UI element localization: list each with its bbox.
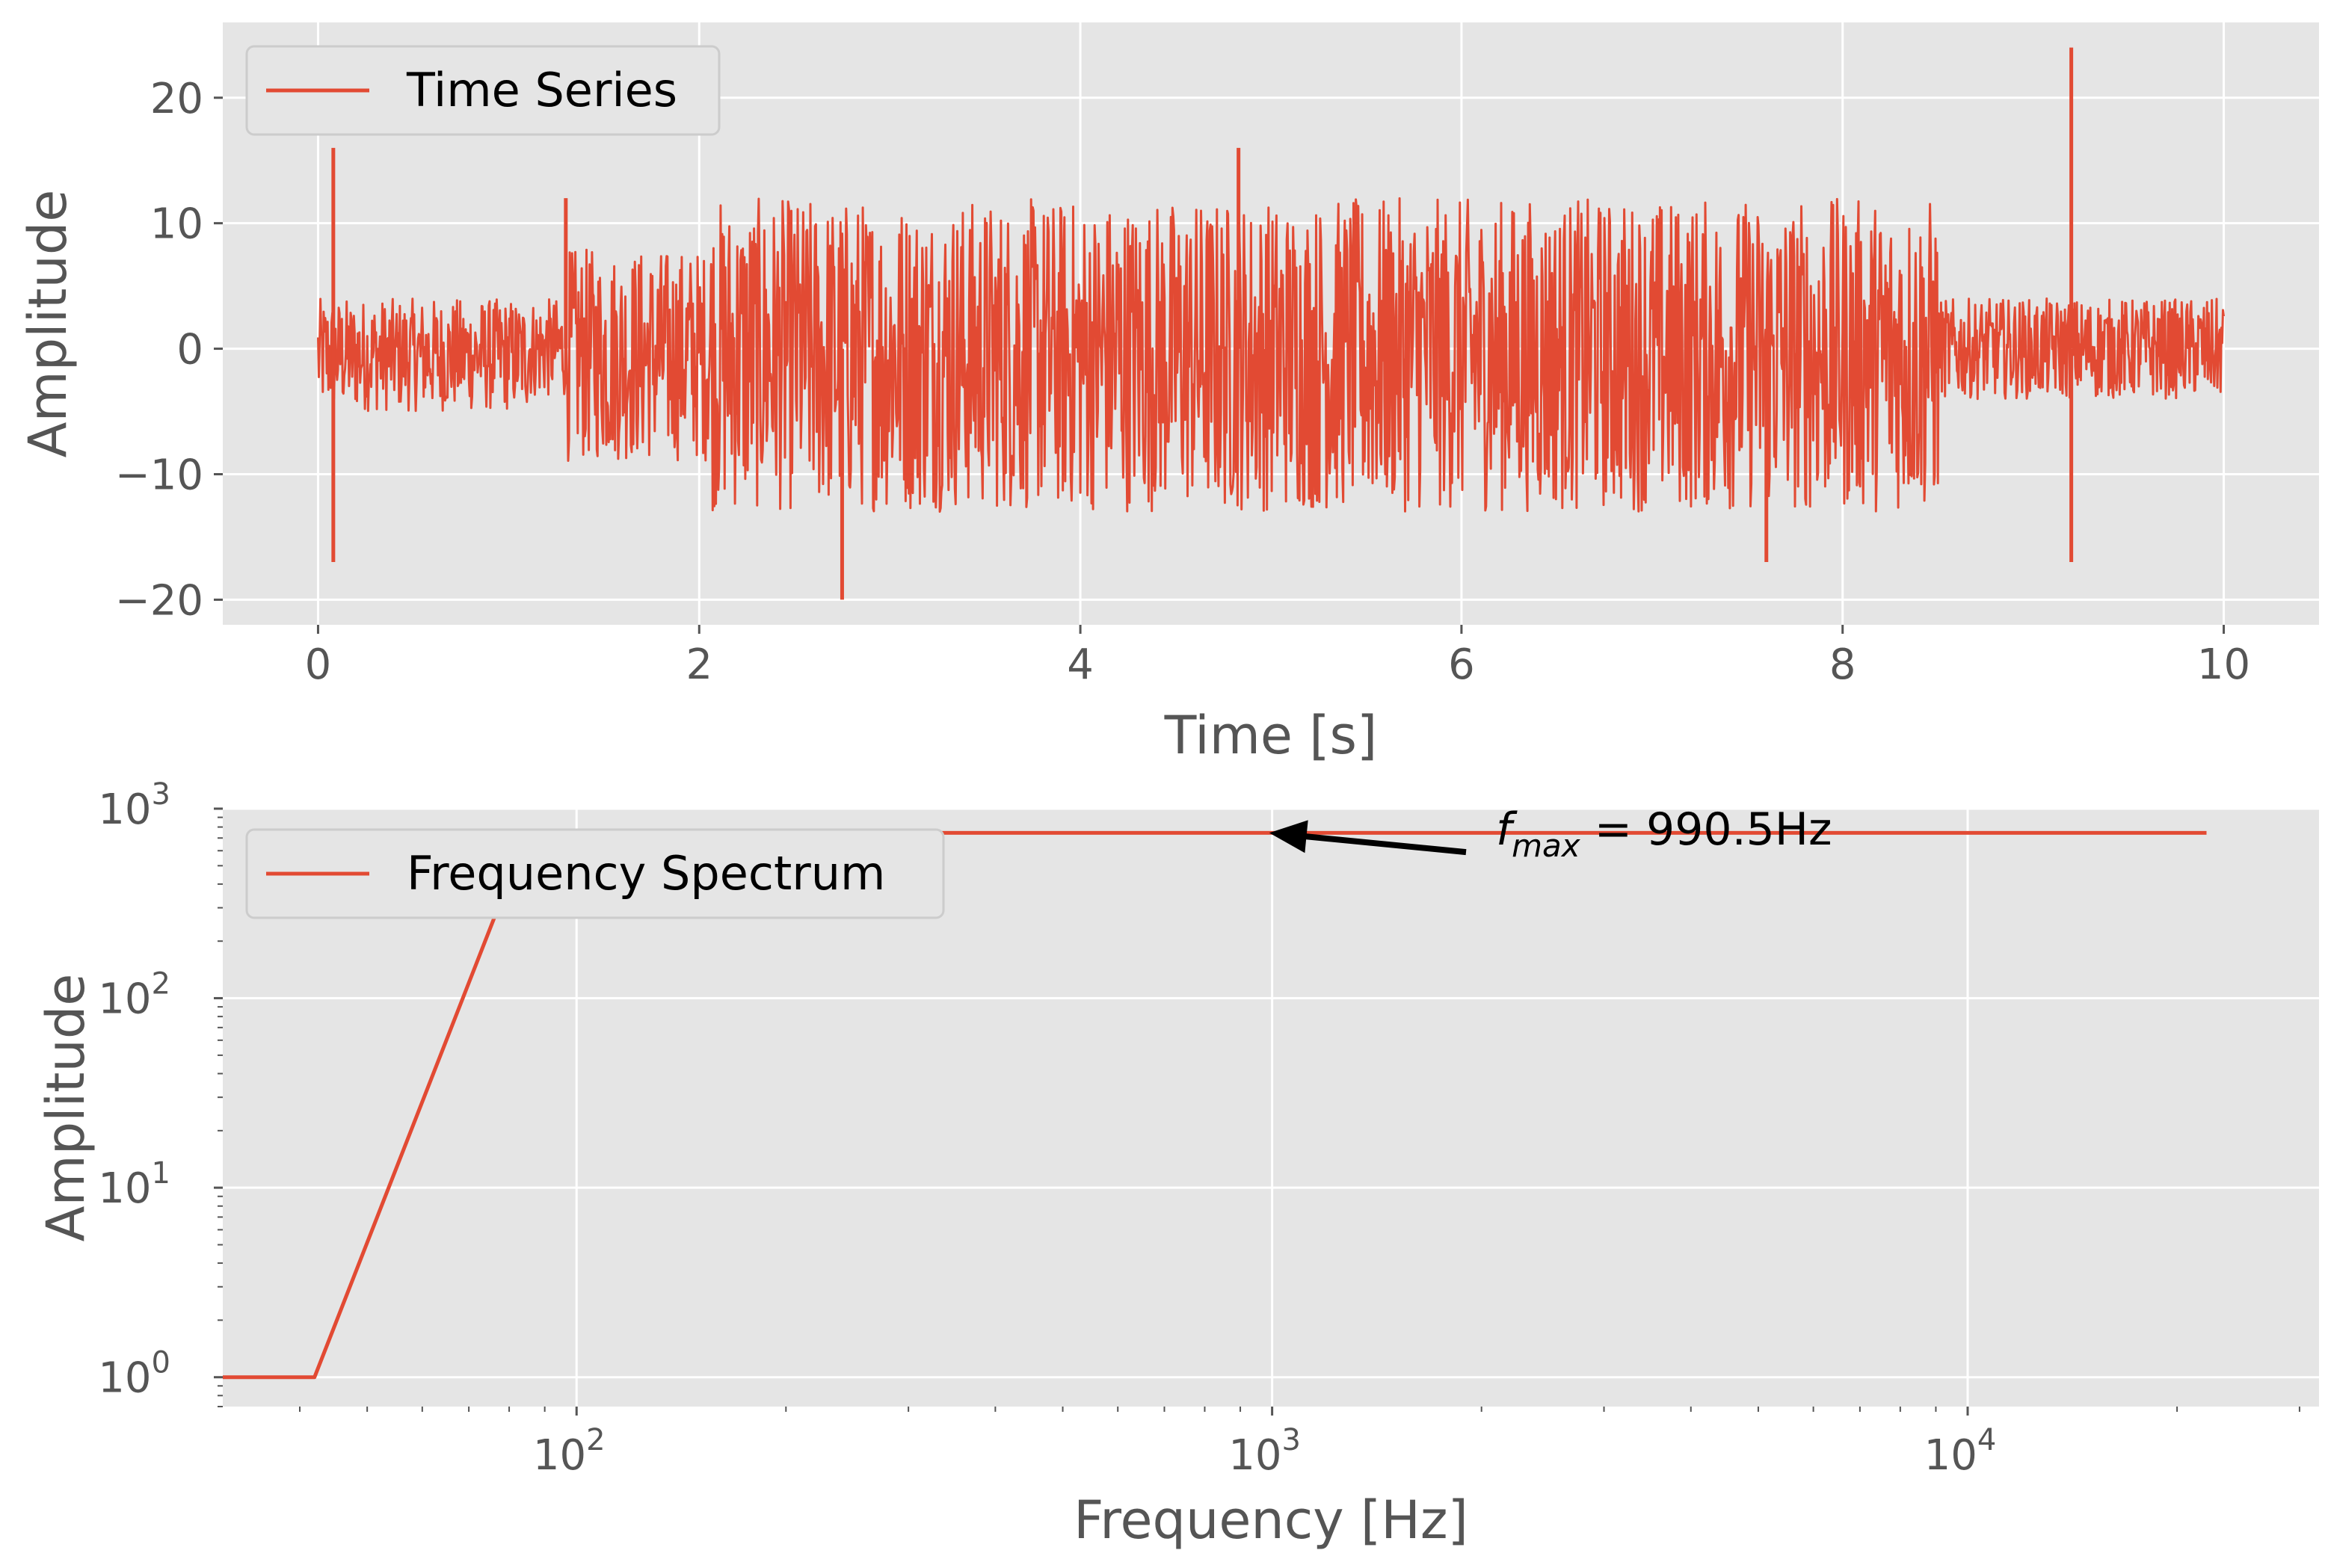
spectrum-legend[interactable]: Frequency Spectrum [245, 828, 945, 919]
spectrum-x-ticks: 102 103 104 [298, 1407, 2300, 1480]
time-series-x-axis-label: Time [s] [1164, 705, 1378, 766]
spectrum-y-tick-label: 102 [98, 967, 170, 1024]
spectrum-y-tick-label: 100 [98, 1346, 170, 1403]
time-series-legend[interactable]: Time Series [245, 45, 721, 136]
fmax-annotation-value: = 990.5Hz [1580, 803, 1832, 856]
time-series-x-tick-label: 8 [1829, 641, 1856, 689]
time-series-y-axis-label: Amplitude [17, 190, 78, 458]
time-series-x-tick-label: 10 [2197, 641, 2250, 689]
time-series-y-tick-label: 0 [176, 326, 203, 374]
time-series-x-tick-label: 2 [686, 641, 712, 689]
time-series-trace [317, 197, 2225, 513]
time-series-legend-label: Time Series [406, 63, 677, 117]
time-series-y-tick-label: 10 [150, 200, 203, 249]
fmax-annotation-arrow [1269, 820, 1467, 856]
spectrum-y-axis-label: Amplitude [35, 974, 96, 1242]
time-series-x-tick-label: 4 [1067, 641, 1094, 689]
spectrum-grid [223, 807, 2319, 1407]
spectrum-legend-label: Frequency Spectrum [407, 846, 885, 901]
time-series-y-tick-label: 20 [150, 75, 203, 123]
spectrum-x-axis-label: Frequency [Hz] [1074, 1490, 1468, 1551]
spectrum-axes: 102 103 104 100 101 102 103 Frequency [Hz] Am… [35, 777, 2319, 1551]
spectrum-x-tick-label: 102 [533, 1423, 606, 1480]
time-series-y-tick-label: −10 [115, 451, 203, 500]
time-series-y-ticks: −20 −10 0 10 20 [115, 75, 223, 625]
spectrum-x-tick-label: 104 [1924, 1423, 1997, 1480]
spectrum-trace [223, 830, 2207, 1380]
fmax-annotation-subscript: max [1512, 827, 1581, 864]
time-series-line [317, 47, 2225, 600]
spectrum-y-tick-label: 103 [98, 777, 170, 834]
time-series-y-tick-label: −20 [115, 576, 203, 625]
spectrum-line [223, 830, 2207, 1380]
spectrum-legend-box [245, 828, 945, 919]
fmax-annotation: fmax = 990.5Hz [1269, 803, 1832, 864]
spectrum-y-tick-label: 101 [98, 1156, 170, 1213]
spectrum-y-ticks: 100 101 102 103 [98, 777, 223, 1407]
fmax-annotation-text: fmax = 990.5Hz [1496, 803, 1832, 864]
time-series-axes: 0 2 4 6 8 10 −20 −10 0 10 20 Time [s] Amplitude T… [17, 22, 2319, 766]
time-series-x-tick-label: 6 [1448, 641, 1475, 689]
time-series-x-ticks: 0 2 4 6 8 10 [305, 625, 2250, 689]
spectrum-x-tick-label: 103 [1228, 1423, 1301, 1480]
time-series-x-tick-label: 0 [305, 641, 332, 689]
time-series-legend-box [245, 45, 721, 136]
